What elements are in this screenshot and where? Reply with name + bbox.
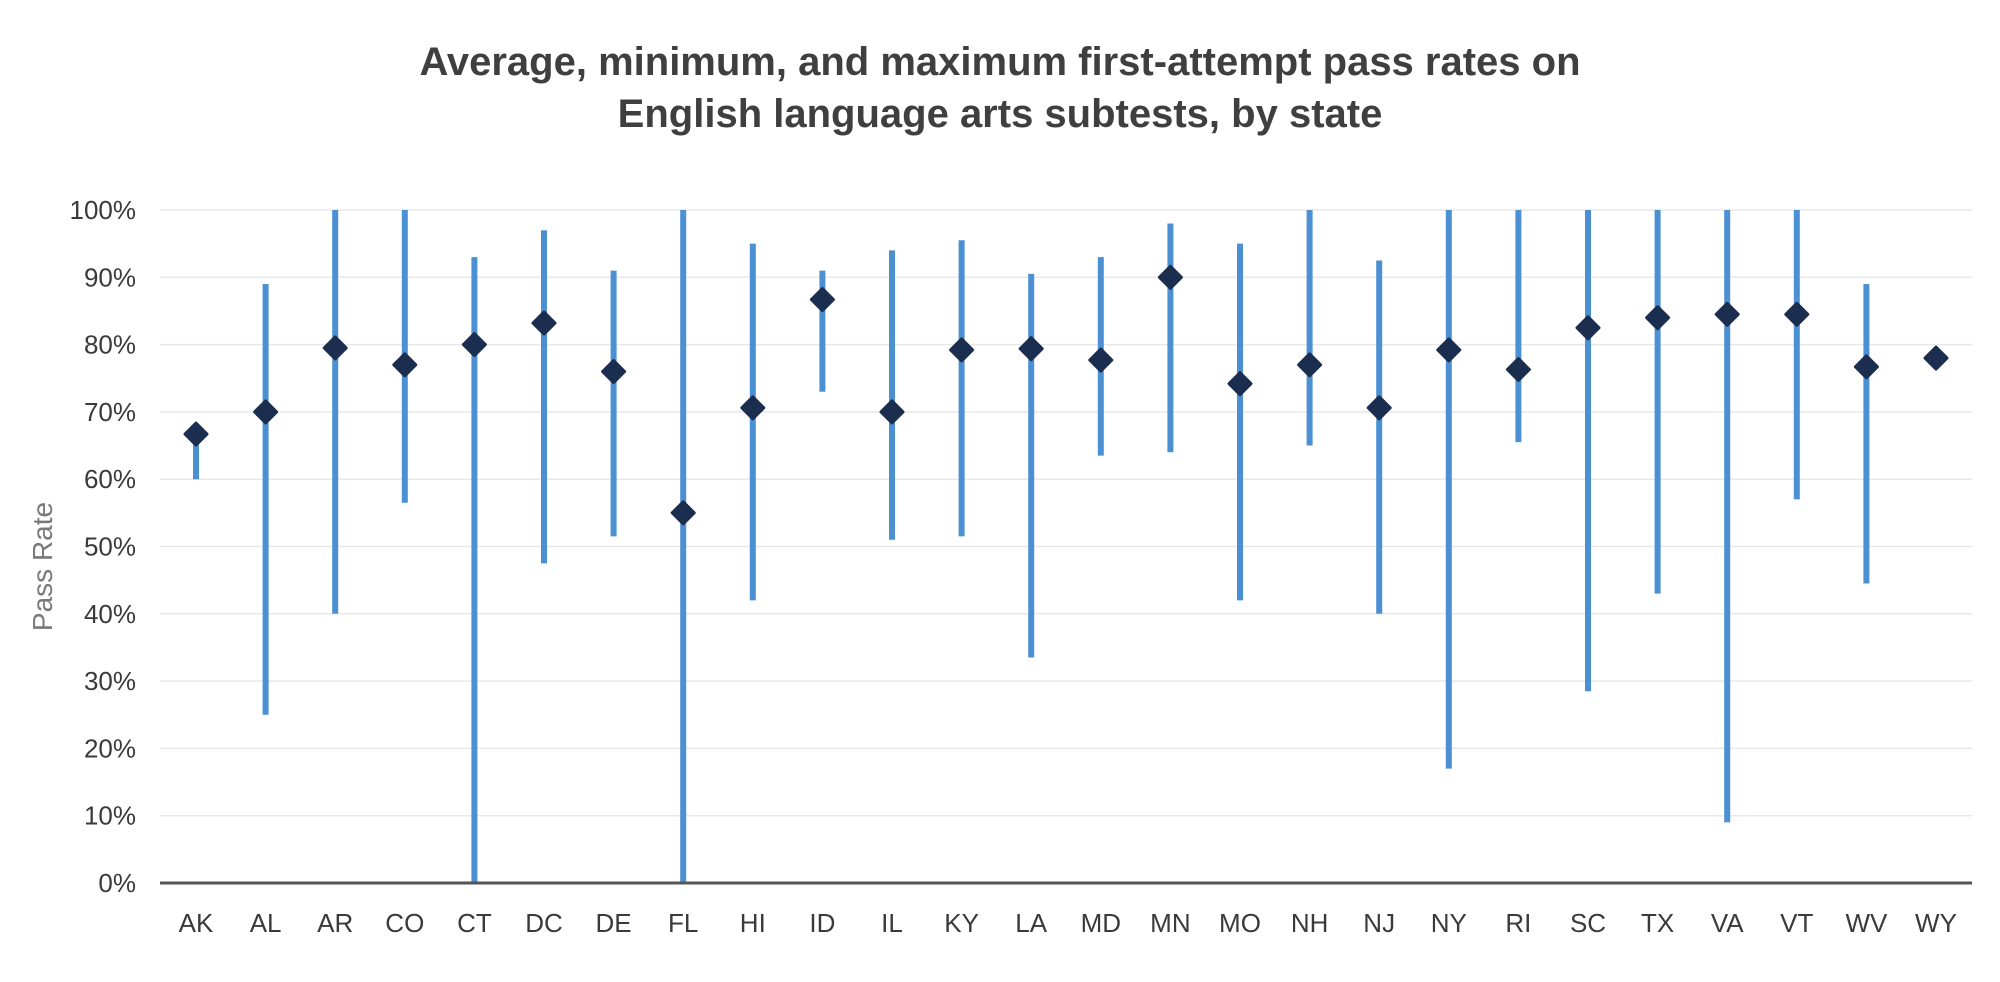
x-tick-label: KY — [944, 908, 979, 938]
x-tick-label: ID — [809, 908, 835, 938]
x-tick-label: RI — [1505, 908, 1531, 938]
x-tick-label: AL — [250, 908, 282, 938]
average-marker-wv — [1853, 354, 1879, 380]
average-marker-id — [809, 287, 835, 313]
y-tick-label: 30% — [84, 666, 136, 696]
x-tick-label: IL — [881, 908, 903, 938]
average-marker-wy — [1923, 345, 1949, 371]
average-marker-mo — [1227, 371, 1253, 397]
chart-title-line-2: English language arts subtests, by state — [617, 92, 1383, 136]
x-tick-label: LA — [1015, 908, 1047, 938]
average-marker-ri — [1505, 357, 1531, 383]
x-tick-label: VA — [1711, 908, 1744, 938]
x-tick-label: NY — [1431, 908, 1467, 938]
average-marker-tx — [1645, 305, 1671, 331]
y-tick-label: 40% — [84, 599, 136, 629]
average-marker-ak — [183, 421, 209, 447]
average-marker-ky — [949, 337, 975, 363]
x-tick-label: NJ — [1363, 908, 1395, 938]
average-marker-hi — [740, 395, 766, 421]
y-tick-label: 20% — [84, 733, 136, 763]
chart-title-line-1: Average, minimum, and maximum first-atte… — [419, 40, 1581, 84]
average-marker-al — [253, 399, 279, 425]
average-marker-de — [601, 359, 627, 385]
y-tick-label: 10% — [84, 801, 136, 831]
x-tick-label: DE — [596, 908, 632, 938]
x-tick-label: TX — [1641, 908, 1674, 938]
x-tick-label: WV — [1845, 908, 1888, 938]
x-tick-label: NH — [1291, 908, 1329, 938]
average-marker-mn — [1157, 264, 1183, 290]
x-tick-label: MO — [1219, 908, 1261, 938]
average-marker-ct — [461, 332, 487, 358]
x-tick-label: CO — [385, 908, 424, 938]
x-tick-label: FL — [668, 908, 698, 938]
average-marker-co — [392, 352, 418, 378]
average-marker-vt — [1784, 301, 1810, 327]
average-marker-il — [879, 399, 905, 425]
x-tick-label: AK — [179, 908, 214, 938]
y-tick-label: 60% — [84, 464, 136, 494]
average-marker-va — [1714, 301, 1740, 327]
average-marker-md — [1088, 347, 1114, 373]
average-marker-nh — [1297, 352, 1323, 378]
average-marker-la — [1018, 336, 1044, 362]
x-tick-label: AR — [317, 908, 353, 938]
average-markers — [183, 264, 1949, 526]
x-tick-label: DC — [525, 908, 563, 938]
y-tick-label: 0% — [98, 868, 136, 898]
y-axis-label: Pass Rate — [27, 502, 58, 631]
chart-title: Average, minimum, and maximum first-atte… — [0, 36, 2000, 140]
y-tick-label: 80% — [84, 330, 136, 360]
x-tick-label: MN — [1150, 908, 1190, 938]
y-tick-label: 100% — [70, 195, 137, 225]
x-tick-label: SC — [1570, 908, 1606, 938]
x-tick-label: VT — [1780, 908, 1813, 938]
x-tick-label: CT — [457, 908, 492, 938]
average-marker-fl — [670, 500, 696, 526]
x-tick-label: HI — [740, 908, 766, 938]
average-marker-ny — [1436, 337, 1462, 363]
x-tick-label: WY — [1915, 908, 1957, 938]
average-marker-dc — [531, 310, 557, 336]
average-marker-ar — [322, 335, 348, 361]
y-tick-label: 70% — [84, 397, 136, 427]
y-tick-label: 90% — [84, 262, 136, 292]
gridlines — [160, 209, 1972, 817]
y-tick-label: 50% — [84, 532, 136, 562]
x-tick-label: MD — [1081, 908, 1121, 938]
average-marker-sc — [1575, 315, 1601, 341]
average-marker-nj — [1366, 395, 1392, 421]
x-axis-ticks: AK AL AR CO CT DC DE FL HI ID IL KY LA MD MN MO NH NJ NY RI… — [179, 908, 1957, 938]
y-axis-ticks: 0% 10% 20% 30% 40% 50% 60% 70% 80% 90% 100% — [70, 195, 137, 898]
